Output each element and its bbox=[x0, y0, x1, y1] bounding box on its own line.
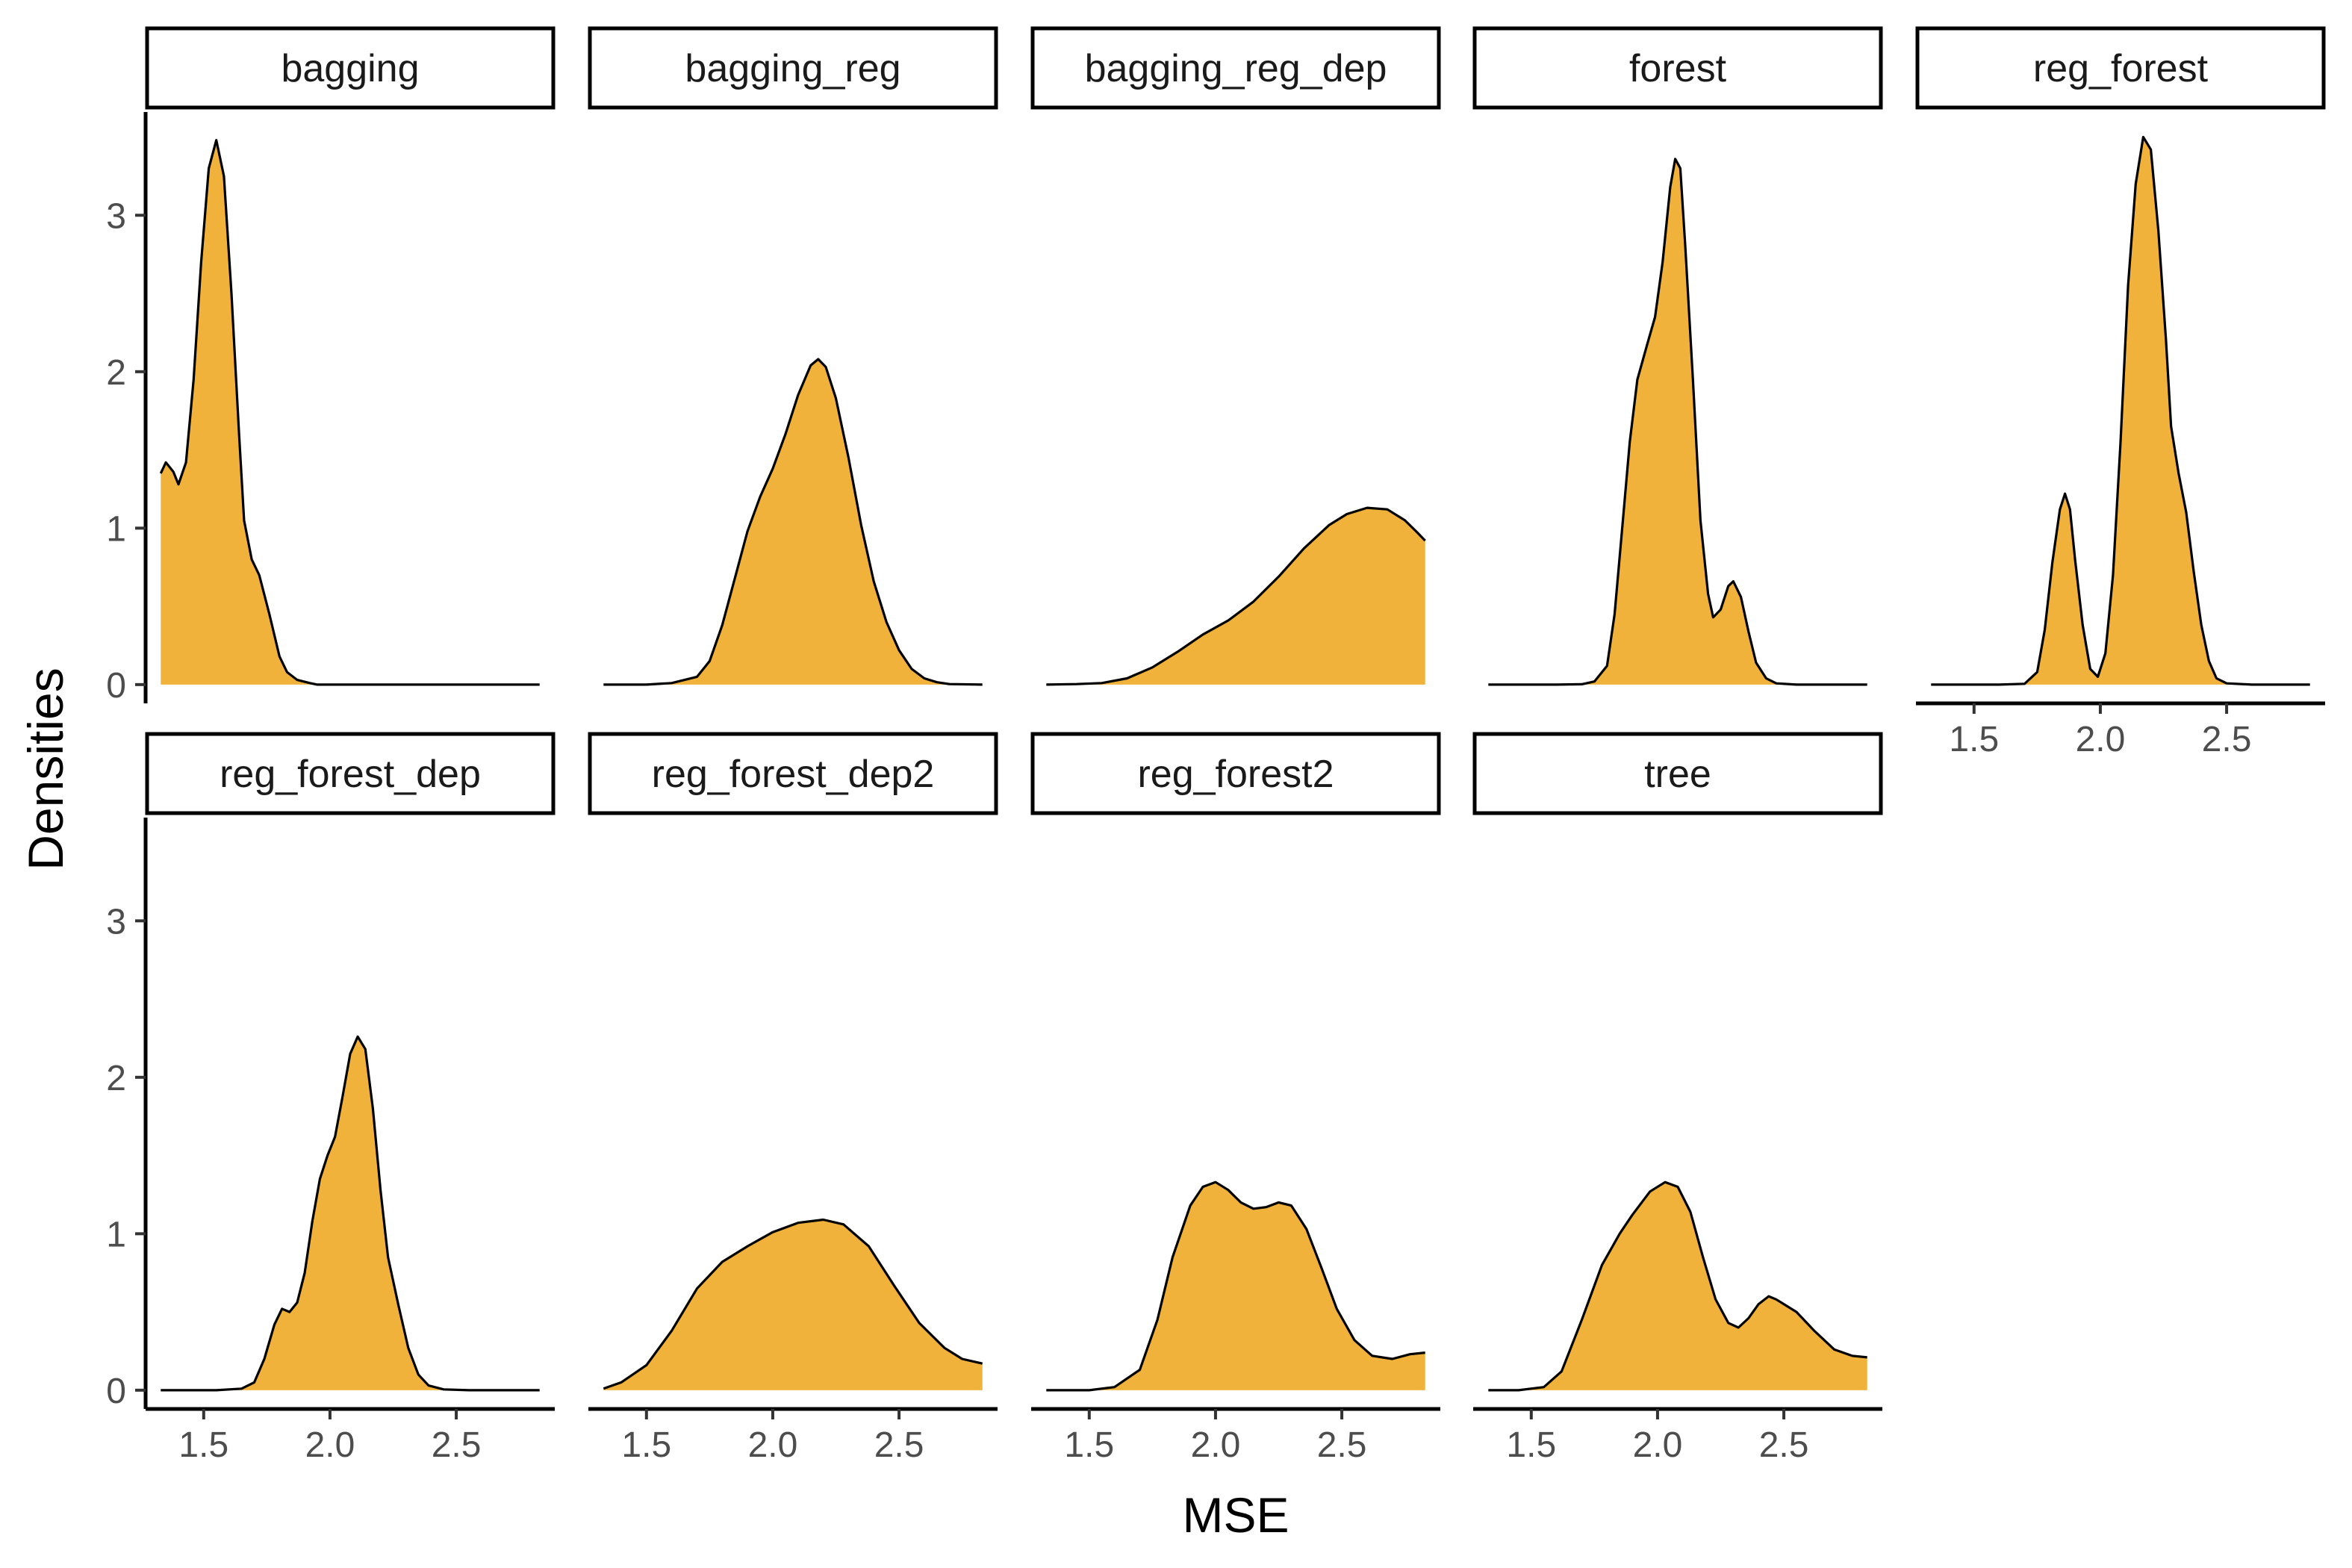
density-area bbox=[603, 1219, 983, 1390]
x-tick-label: 2.5 bbox=[2202, 720, 2252, 759]
facet-strip bbox=[145, 732, 556, 815]
facet-panel-bagging-reg: bagging_reg bbox=[588, 26, 998, 686]
facet-panel-forest: forest bbox=[1472, 26, 1883, 686]
y-tick-label: 2 bbox=[106, 353, 126, 393]
facet-strip bbox=[1472, 732, 1883, 815]
density-line bbox=[1046, 1180, 1425, 1392]
x-tick-label: 1.5 bbox=[1064, 1425, 1114, 1465]
density-line bbox=[1046, 506, 1426, 686]
facet-strip-label: bagging_reg bbox=[685, 47, 900, 90]
x-tick-label: 1.5 bbox=[1949, 720, 1999, 759]
x-tick-label: 2.5 bbox=[432, 1425, 482, 1465]
density-area bbox=[1931, 137, 2310, 685]
density-line bbox=[603, 1218, 983, 1390]
x-tick-label: 2.0 bbox=[2076, 720, 2126, 759]
y-tick-label: 0 bbox=[106, 666, 126, 706]
facet-strip bbox=[588, 732, 998, 815]
x-tick-label: 2.5 bbox=[1317, 1425, 1367, 1465]
facet-strip-label: bagging bbox=[281, 47, 419, 90]
facet-panel-reg-forest: reg_forest 1.5 2.0 2.5 bbox=[1915, 26, 2326, 759]
facet-strip bbox=[588, 26, 998, 110]
x-tick-label: 1.5 bbox=[621, 1425, 671, 1465]
facet-panel-reg-forest-dep: reg_forest_dep 0 1 2 3 1.5 2.0 2.5 bbox=[106, 732, 556, 1465]
facet-strip-label: bagging_reg_dep bbox=[1085, 47, 1387, 90]
density-area bbox=[1046, 508, 1425, 685]
density-area bbox=[1488, 1182, 1867, 1390]
facet-panel-bagging: bagging 0 1 2 3 bbox=[106, 26, 556, 706]
facet-strip-label: reg_forest bbox=[2033, 47, 2209, 90]
density-line bbox=[1931, 135, 2310, 686]
x-axis-title: MSE bbox=[1182, 1487, 1289, 1543]
facet-panel-reg-forest2: reg_forest2 1.5 2.0 2.5 bbox=[1030, 732, 1441, 1465]
facet-strip bbox=[1030, 732, 1441, 815]
facet-strip-label: tree bbox=[1644, 753, 1711, 796]
density-line bbox=[161, 1035, 540, 1392]
x-tick-label: 2.0 bbox=[305, 1425, 355, 1465]
density-line bbox=[1488, 158, 1867, 686]
x-tick-label: 1.5 bbox=[178, 1425, 228, 1465]
y-tick-label: 0 bbox=[106, 1372, 126, 1411]
facet-strip-label: forest bbox=[1629, 47, 1727, 90]
x-tick-label: 2.5 bbox=[1759, 1425, 1809, 1465]
x-tick-label: 2.5 bbox=[874, 1425, 924, 1465]
facet-panel-tree: tree 1.5 2.0 2.5 bbox=[1472, 732, 1883, 1465]
density-area bbox=[603, 359, 983, 685]
y-tick-label: 1 bbox=[106, 1215, 126, 1254]
density-line bbox=[1488, 1180, 1867, 1392]
facet-strip-label: reg_forest_dep bbox=[220, 753, 481, 796]
density-area bbox=[1488, 158, 1867, 685]
facet-panel-reg-forest-dep2: reg_forest_dep2 1.5 2.0 2.5 bbox=[588, 732, 998, 1465]
x-tick-label: 2.0 bbox=[1191, 1425, 1241, 1465]
density-line bbox=[603, 358, 983, 686]
facet-panel-bagging-reg-dep: bagging_reg_dep bbox=[1030, 26, 1441, 686]
y-tick-label: 2 bbox=[106, 1059, 126, 1098]
density-area bbox=[161, 140, 540, 685]
panels-layer: bagging 0 1 2 3 bagging_reg bagging_reg_dep for… bbox=[106, 26, 2326, 1465]
y-axis-title: Densities bbox=[18, 668, 73, 870]
facet-strip bbox=[145, 26, 556, 110]
facet-strip-label: reg_forest2 bbox=[1137, 753, 1334, 796]
facet-strip bbox=[1915, 26, 2326, 110]
facet-strip-label: reg_forest_dep2 bbox=[652, 753, 935, 796]
facet-strip bbox=[1030, 26, 1441, 110]
density-area bbox=[161, 1036, 540, 1390]
y-tick-label: 3 bbox=[106, 902, 126, 942]
density-line bbox=[159, 139, 540, 686]
x-tick-label: 2.0 bbox=[748, 1425, 798, 1465]
y-tick-label: 3 bbox=[106, 196, 126, 236]
y-tick-label: 1 bbox=[106, 509, 126, 549]
x-tick-label: 1.5 bbox=[1506, 1425, 1556, 1465]
facet-strip bbox=[1472, 26, 1883, 110]
density-area bbox=[1046, 1182, 1425, 1390]
x-tick-label: 2.0 bbox=[1633, 1425, 1683, 1465]
